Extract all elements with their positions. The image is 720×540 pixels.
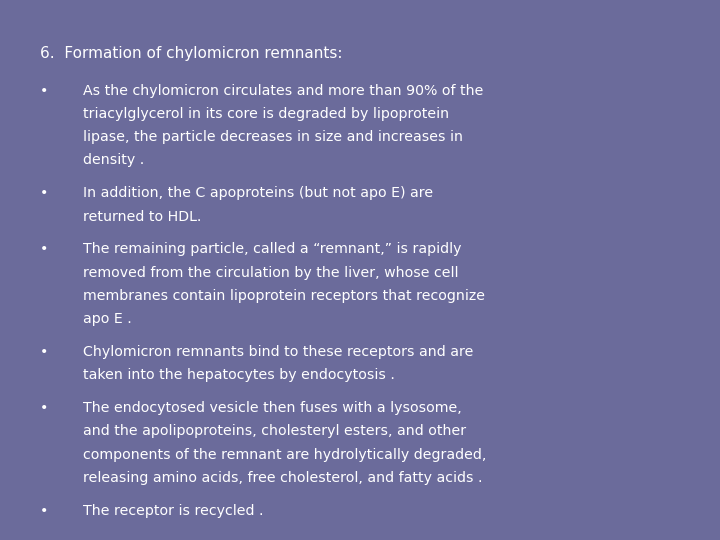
- Text: •: •: [40, 242, 48, 256]
- Text: lipase, the particle decreases in size and increases in: lipase, the particle decreases in size a…: [83, 130, 463, 144]
- Text: In addition, the C apoproteins (but not apo E) are: In addition, the C apoproteins (but not …: [83, 186, 433, 200]
- Text: density .: density .: [83, 153, 144, 167]
- Text: apo E .: apo E .: [83, 312, 132, 326]
- Text: •: •: [40, 186, 48, 200]
- Text: The remaining particle, called a “remnant,” is rapidly: The remaining particle, called a “remnan…: [83, 242, 462, 256]
- Text: Chylomicron remnants bind to these receptors and are: Chylomicron remnants bind to these recep…: [83, 345, 473, 359]
- Text: •: •: [40, 504, 48, 518]
- Text: and the apolipoproteins, cholesteryl esters, and other: and the apolipoproteins, cholesteryl est…: [83, 424, 466, 438]
- Text: The receptor is recycled .: The receptor is recycled .: [83, 504, 264, 518]
- Text: components of the remnant are hydrolytically degraded,: components of the remnant are hydrolytic…: [83, 448, 486, 462]
- Text: returned to HDL.: returned to HDL.: [83, 210, 201, 224]
- Text: taken into the hepatocytes by endocytosis .: taken into the hepatocytes by endocytosi…: [83, 368, 395, 382]
- Text: •: •: [40, 401, 48, 415]
- Text: As the chylomicron circulates and more than 90% of the: As the chylomicron circulates and more t…: [83, 84, 483, 98]
- Text: membranes contain lipoprotein receptors that recognize: membranes contain lipoprotein receptors …: [83, 289, 485, 303]
- Text: 6.  Formation of chylomicron remnants:: 6. Formation of chylomicron remnants:: [40, 46, 342, 61]
- Text: The endocytosed vesicle then fuses with a lysosome,: The endocytosed vesicle then fuses with …: [83, 401, 462, 415]
- Text: removed from the circulation by the liver, whose cell: removed from the circulation by the live…: [83, 266, 459, 280]
- Text: •: •: [40, 84, 48, 98]
- Text: •: •: [40, 345, 48, 359]
- Text: triacylglycerol in its core is degraded by lipoprotein: triacylglycerol in its core is degraded …: [83, 107, 449, 121]
- Text: releasing amino acids, free cholesterol, and fatty acids .: releasing amino acids, free cholesterol,…: [83, 471, 482, 485]
